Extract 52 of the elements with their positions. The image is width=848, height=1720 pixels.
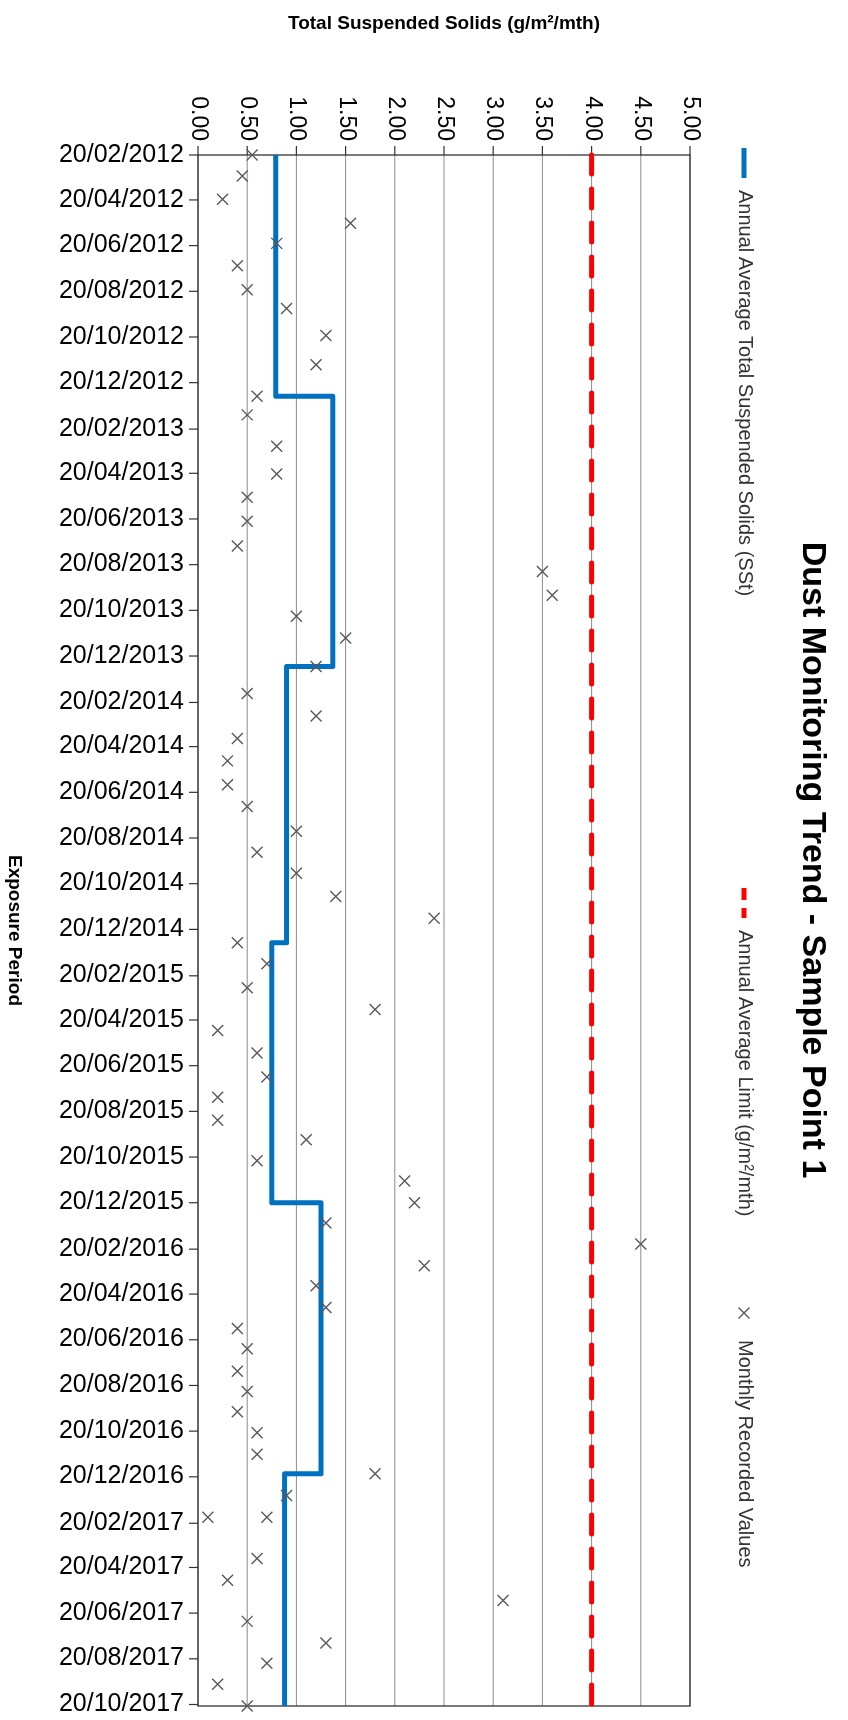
y-tick-label: 20/02/2015	[58, 959, 184, 988]
x-tick-label: 3.50	[531, 96, 558, 141]
y-tick-label: 20/08/2016	[58, 1369, 184, 1398]
x-tick-label: 2.00	[383, 96, 410, 141]
y-tick-label: 20/10/2016	[58, 1414, 184, 1443]
text: Dust Monitoring Trend - Sample Point 1	[796, 541, 835, 1179]
y-tick-label: 20/12/2014	[58, 912, 185, 941]
x-tick-label: 0.50	[236, 96, 263, 141]
y-axis-title: Exposure Period	[4, 855, 26, 1006]
y-tick-label: 20/06/2017	[58, 1596, 184, 1625]
y-tick-label: 20/08/2017	[58, 1642, 184, 1671]
y-tick-label: 20/04/2017	[58, 1551, 184, 1580]
y-tick-label: 20/08/2012	[58, 274, 184, 303]
y-tick-label: 20/06/2012	[58, 229, 184, 258]
y-tick-label: 20/12/2013	[58, 639, 184, 668]
y-tick-label: 20/02/2012	[58, 138, 184, 167]
y-tick-label: 20/12/2015	[58, 1186, 184, 1215]
x-tick-label: 0.00	[186, 96, 213, 141]
x-tick-label: 5.00	[678, 96, 705, 141]
y-tick-label: 20/06/2015	[58, 1049, 184, 1078]
x-tick-label: 3.00	[482, 96, 509, 141]
x-axis-title: Total Suspended Solids (g/m²/mth)	[287, 12, 601, 34]
y-tick-label: 20/02/2013	[58, 412, 184, 441]
legend-label: Monthly Recorded Values	[734, 1340, 757, 1568]
y-tick-label: 20/04/2013	[58, 456, 184, 485]
legend-label: Annual Average Limit (g/m²/mth)	[734, 930, 757, 1217]
x-tick-label: 4.00	[580, 96, 607, 141]
y-tick-label: 20/12/2016	[58, 1460, 184, 1489]
y-tick-label: 20/10/2012	[58, 320, 184, 349]
y-tick-label: 20/10/2013	[58, 593, 184, 622]
y-tick-label: 20/04/2016	[58, 1277, 184, 1306]
y-tick-label: 20/10/2017	[58, 1688, 184, 1717]
x-tick-label: 1.00	[285, 96, 312, 141]
y-tick-label: 20/08/2015	[58, 1094, 184, 1123]
x-tick-label: 2.50	[432, 96, 459, 141]
y-tick-label: 20/06/2013	[58, 502, 184, 531]
y-tick-label: 20/08/2014	[58, 821, 185, 850]
legend-label: Annual Average Total Suspended Solids (SSt)	[734, 190, 757, 597]
y-tick-label: 20/10/2014	[58, 867, 185, 896]
x-tick-label: 4.50	[629, 96, 656, 141]
y-tick-label: 20/06/2014	[58, 775, 185, 804]
y-tick-label: 20/04/2012	[58, 183, 184, 212]
y-tick-label: 20/08/2013	[58, 548, 184, 577]
y-tick-label: 20/04/2015	[58, 1003, 184, 1032]
y-tick-label: 20/04/2014	[58, 730, 185, 759]
y-tick-label: 20/02/2017	[58, 1506, 184, 1535]
y-tick-label: 20/12/2012	[58, 366, 184, 395]
y-tick-label: 20/10/2015	[58, 1140, 184, 1169]
y-tick-label: 20/06/2016	[58, 1323, 184, 1352]
y-tick-label: 20/02/2016	[58, 1232, 184, 1261]
y-tick-label: 20/02/2014	[58, 686, 185, 715]
x-tick-label: 1.50	[334, 96, 361, 141]
